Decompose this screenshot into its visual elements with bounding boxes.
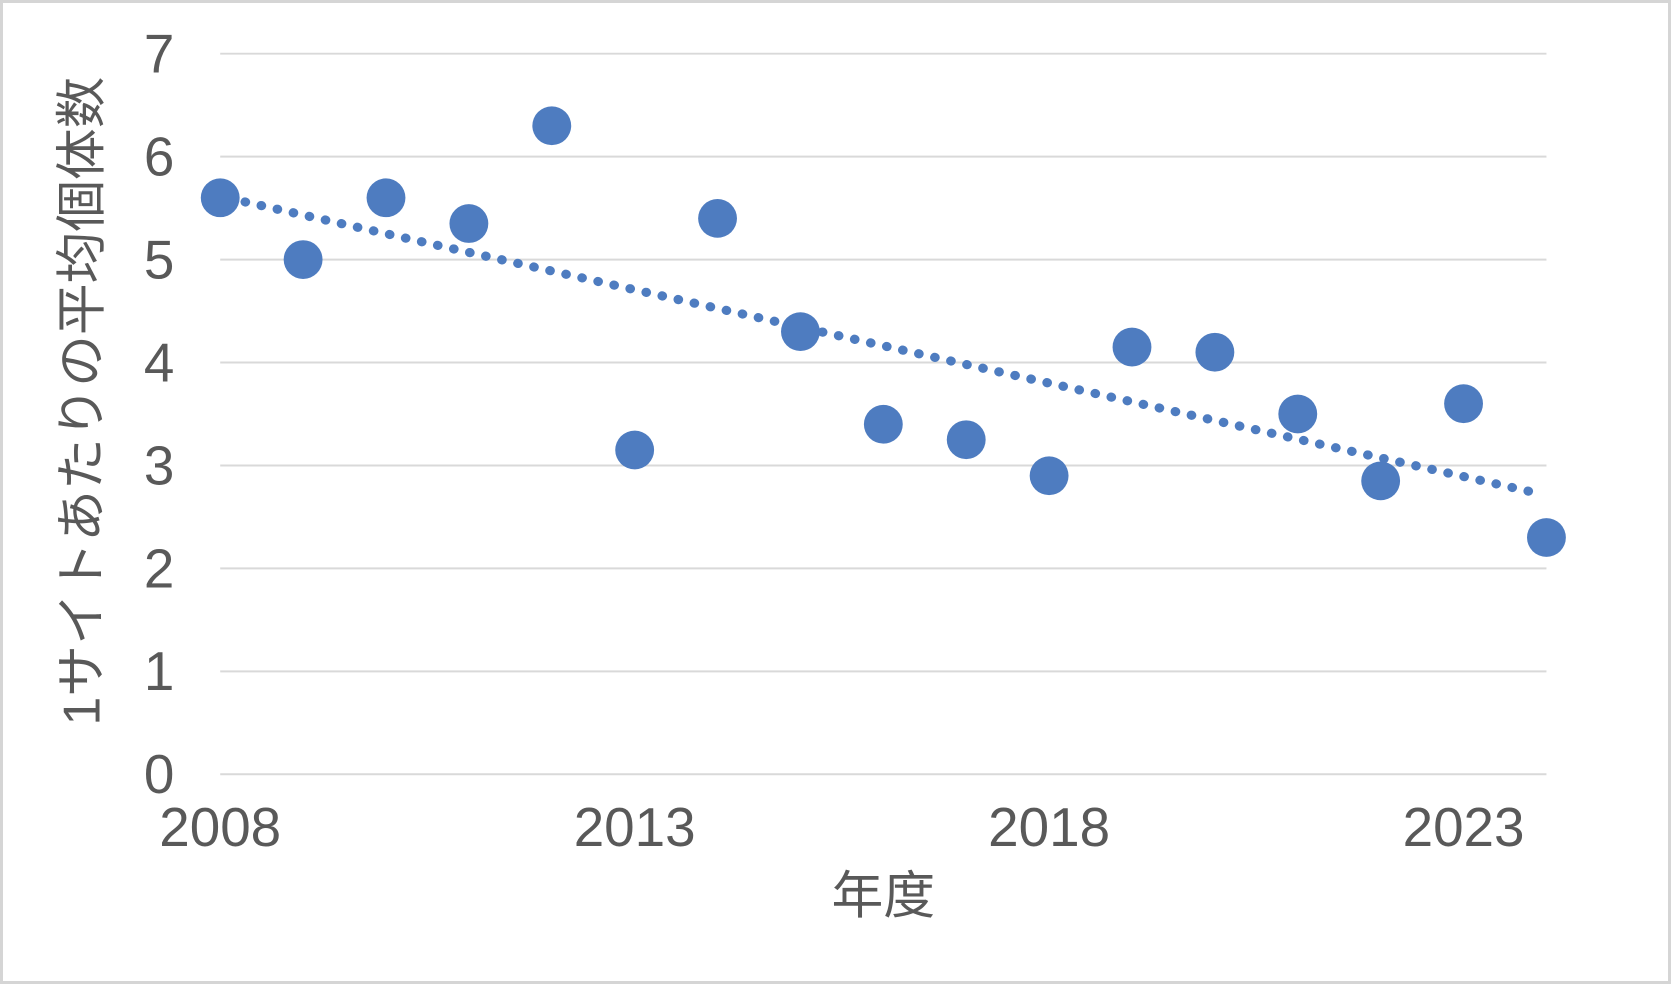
- dotted-trendline: [240, 197, 1547, 499]
- data-point-2020: [1195, 332, 1235, 372]
- data-points: [200, 106, 1566, 557]
- data-point-2015: [781, 312, 820, 352]
- data-point-2008: [200, 178, 240, 218]
- trendline: [240, 197, 1547, 499]
- data-point-2019: [1112, 327, 1152, 367]
- gridlines: [220, 52, 1547, 776]
- data-point-2016: [863, 404, 903, 444]
- x-tick-label-2018: 2018: [988, 796, 1110, 858]
- plot-area: 0 1 2 3 4 5 6 7 2008 2013 2018 2023 年度 1サイトあたりの平均個…: [53, 23, 1566, 924]
- x-tick-label-2013: 2013: [574, 796, 696, 858]
- y-axis-title: 1サイトあたりの平均個体数: [53, 77, 111, 726]
- y-tick-label-4: 4: [144, 331, 174, 393]
- data-point-2013: [615, 430, 655, 470]
- y-tick-label-2: 2: [144, 537, 174, 599]
- y-tick-label-0: 0: [144, 743, 174, 805]
- data-point-2023: [1444, 384, 1483, 424]
- data-point-2022: [1361, 461, 1401, 501]
- y-tick-label-1: 1: [144, 640, 174, 702]
- data-point-2009: [283, 240, 323, 279]
- data-point-2014: [698, 199, 737, 238]
- data-point-2011: [449, 204, 489, 243]
- y-tick-label-5: 5: [144, 229, 174, 291]
- x-axis-tick-labels: 2008 2013 2018 2023: [159, 796, 1524, 858]
- data-point-2024: [1527, 518, 1566, 557]
- data-point-2017: [946, 420, 986, 460]
- y-axis-tick-labels: 0 1 2 3 4 5 6 7: [144, 23, 174, 806]
- data-point-2012: [532, 106, 572, 146]
- x-axis-title: 年度: [832, 866, 936, 924]
- y-tick-label-3: 3: [144, 434, 174, 496]
- data-point-2010: [366, 178, 406, 218]
- x-tick-label-2023: 2023: [1403, 796, 1525, 858]
- x-tick-label-2008: 2008: [159, 796, 281, 858]
- data-point-2021: [1278, 394, 1318, 434]
- y-tick-label-6: 6: [144, 126, 174, 188]
- data-point-2018: [1029, 456, 1069, 496]
- y-tick-label-7: 7: [144, 23, 174, 85]
